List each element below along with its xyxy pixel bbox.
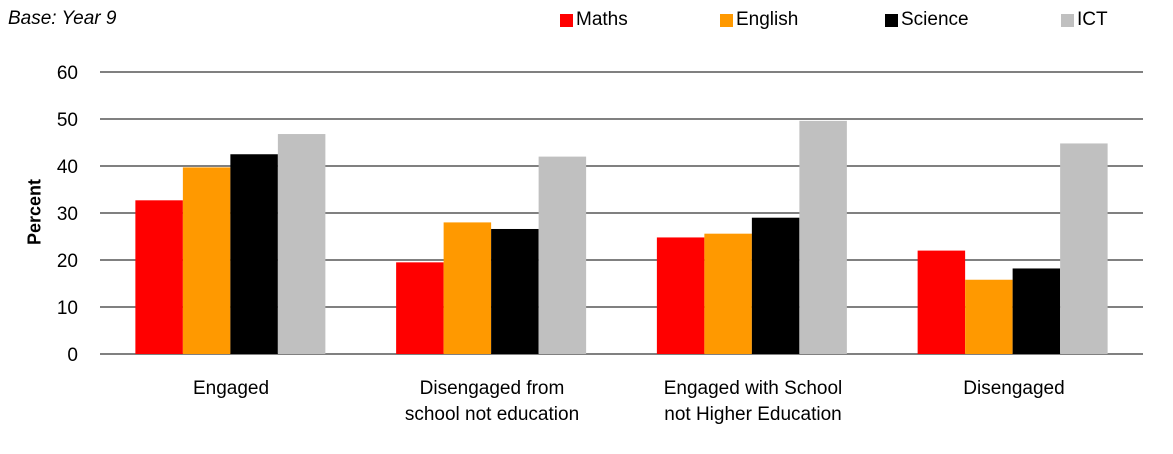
legend-label-science: Science bbox=[901, 9, 969, 30]
bar-english bbox=[182, 167, 231, 354]
x-category-line: not Higher Education bbox=[664, 404, 842, 425]
base-note: Base: Year 9 bbox=[8, 8, 117, 29]
x-category-label-disengaged: Disengaged bbox=[894, 376, 1134, 402]
bar-english bbox=[704, 233, 752, 354]
x-category-label-engaged: Engaged bbox=[111, 376, 351, 402]
bar-english bbox=[965, 279, 1013, 354]
y-tick-label: 0 bbox=[67, 345, 78, 366]
bar-maths bbox=[396, 262, 444, 354]
bar-maths bbox=[656, 237, 705, 354]
x-category-line: Disengaged from bbox=[419, 378, 565, 399]
x-category-line: Engaged with School bbox=[663, 378, 843, 399]
bar-science bbox=[491, 228, 539, 354]
legend-item-english: English bbox=[720, 8, 798, 32]
bar-english bbox=[443, 222, 492, 354]
bar-science bbox=[751, 217, 800, 354]
legend-label-maths: Maths bbox=[576, 9, 628, 30]
legend-label-ict: ICT bbox=[1077, 9, 1108, 30]
bar-maths bbox=[917, 250, 966, 354]
bar-ict bbox=[277, 134, 326, 354]
y-tick-label: 10 bbox=[57, 298, 78, 319]
x-category-line: Disengaged bbox=[963, 378, 1065, 399]
x-category-line: school not education bbox=[404, 404, 580, 425]
legend-swatch-ict bbox=[1061, 13, 1074, 27]
legend-swatch-english bbox=[720, 13, 733, 27]
legend-label-english: English bbox=[736, 9, 799, 30]
y-tick-label: 30 bbox=[57, 204, 78, 225]
legend-item-science: Science bbox=[885, 8, 969, 32]
legend-item-maths: Maths bbox=[560, 8, 628, 32]
x-category-label-engaged-with-school: Engaged with School not Higher Education bbox=[633, 376, 873, 428]
y-tick-label: 50 bbox=[57, 110, 78, 131]
legend-item-ict: ICT bbox=[1061, 8, 1108, 32]
bar-ict bbox=[538, 156, 587, 354]
bar-ict bbox=[1060, 143, 1108, 354]
legend-swatch-maths bbox=[560, 13, 573, 27]
y-tick-label: 20 bbox=[57, 251, 78, 272]
bar-science bbox=[230, 154, 278, 354]
bar-science bbox=[1012, 268, 1061, 354]
x-category-label-disengaged-from-school: Disengaged from school not education bbox=[372, 376, 612, 428]
bar-maths bbox=[135, 200, 183, 354]
y-tick-label: 60 bbox=[57, 63, 78, 84]
x-category-line: Engaged bbox=[192, 378, 270, 399]
y-tick-label: 40 bbox=[57, 157, 78, 178]
legend-swatch-science bbox=[885, 13, 898, 27]
bar-ict bbox=[799, 120, 847, 354]
